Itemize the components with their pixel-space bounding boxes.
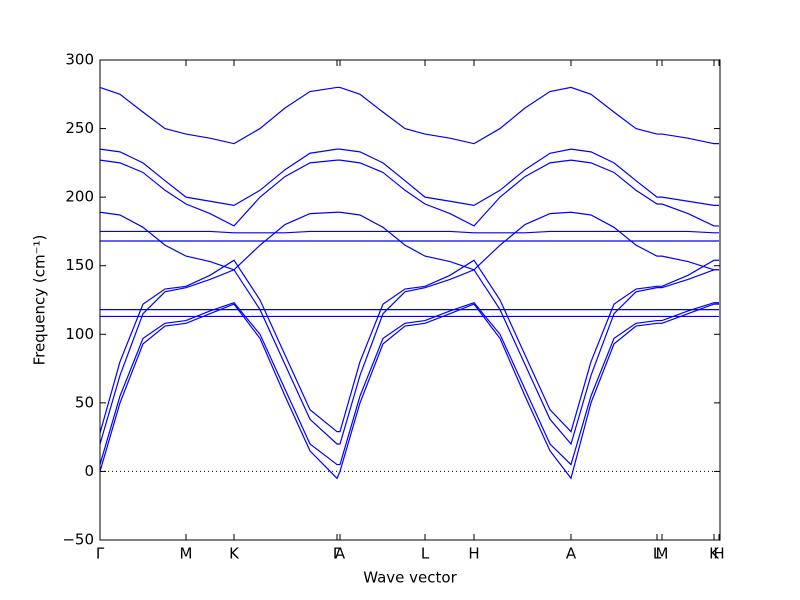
band-line: [99, 86, 719, 145]
x-tick-label: H: [713, 545, 724, 563]
y-tick-label: 150: [65, 256, 94, 274]
x-tick-label: K: [229, 545, 240, 563]
x-tick-label: L: [653, 545, 662, 563]
y-tick-label: 250: [65, 119, 94, 137]
y-tick-label: 200: [65, 188, 94, 206]
band-line: [100, 230, 719, 234]
y-tick-label: 50: [75, 393, 94, 411]
x-tick-label: K: [709, 545, 720, 563]
x-tick-label: A: [335, 545, 346, 563]
x-tick-label: A: [566, 545, 577, 563]
band-line: [99, 211, 719, 271]
band-line: [99, 302, 719, 466]
x-tick-label: M: [180, 545, 193, 563]
band-line: [99, 148, 719, 206]
x-tick-label: H: [468, 545, 479, 563]
x-axis-label: Wave vector: [363, 569, 457, 587]
y-tick-label: 300: [65, 51, 94, 69]
x-tick-label: M: [656, 545, 669, 563]
x-tick-label: L: [421, 545, 430, 563]
band-line: [99, 269, 719, 446]
plot-frame: [99, 59, 721, 541]
band-line: [99, 259, 719, 434]
x-tick-label: Γ: [96, 545, 105, 563]
y-axis-label: Frequency (cm⁻¹): [31, 235, 49, 366]
y-tick-label: −50: [62, 531, 94, 549]
band-line: [99, 159, 719, 227]
x-tick-label: Γ: [333, 545, 342, 563]
band-line: [99, 303, 719, 480]
y-tick-label: 0: [84, 462, 94, 480]
y-tick-label: 100: [65, 325, 94, 343]
